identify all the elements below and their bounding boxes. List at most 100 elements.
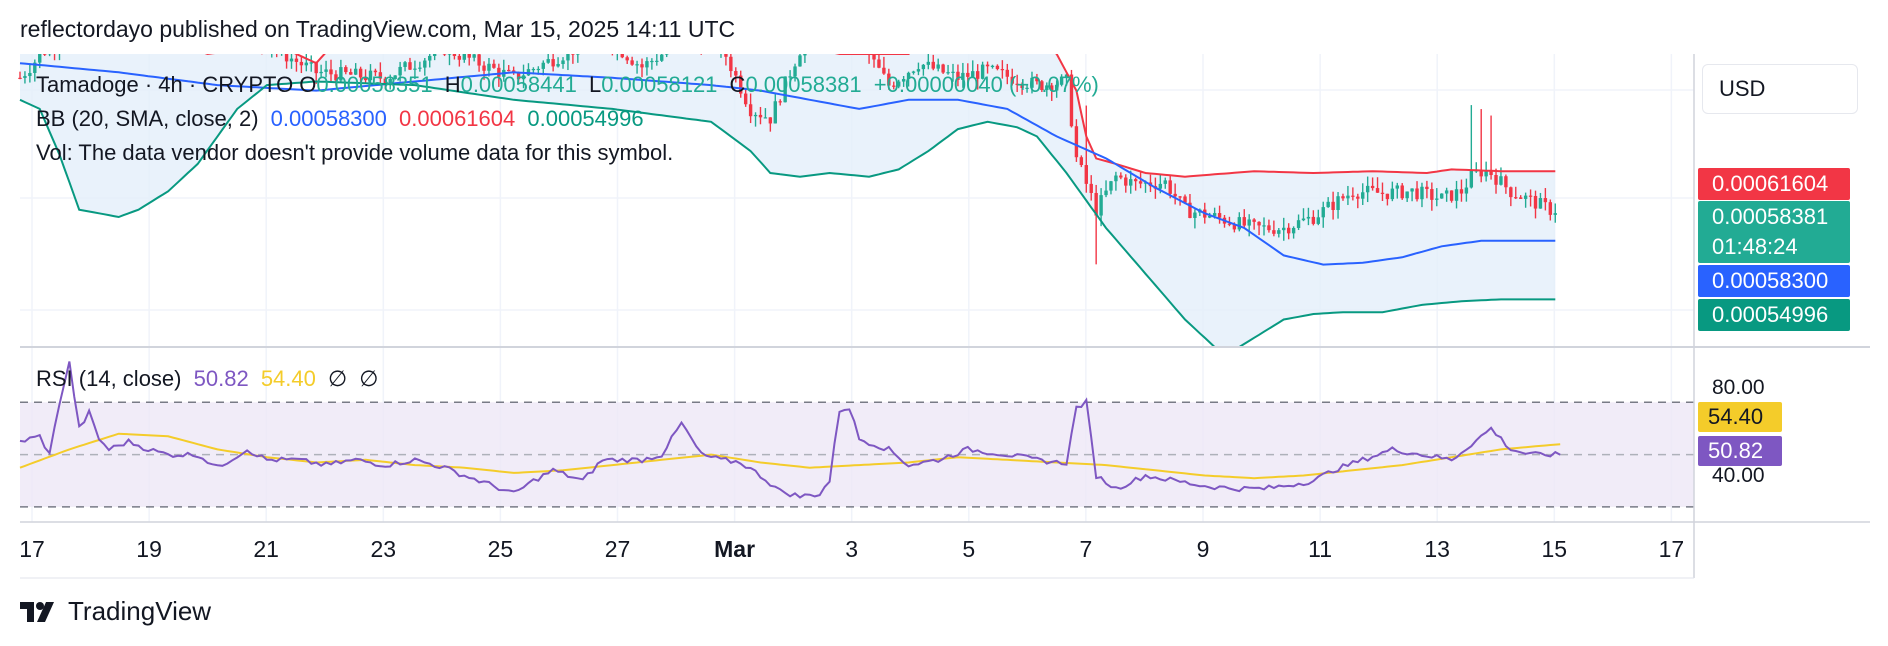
- candle-body: [1499, 176, 1503, 185]
- bb-label[interactable]: BB (20, SMA, close, 2): [36, 106, 259, 131]
- candle-body: [166, 25, 169, 35]
- candle-body: [378, 72, 383, 79]
- candle-body: [793, 66, 797, 77]
- candle-body: [393, 75, 397, 80]
- candle-body: [926, 61, 931, 65]
- x-tick-label: 13: [1424, 536, 1450, 562]
- bb-basis-line: [19, 62, 1556, 266]
- candle-body: [97, 23, 100, 25]
- candle-body: [457, 55, 462, 60]
- candle-body: [971, 71, 975, 77]
- candle-body: [462, 54, 466, 60]
- candle-body: [670, 43, 673, 50]
- price-pane: [18, 19, 1557, 347]
- candle-body: [186, 20, 189, 27]
- candle-body: [42, 54, 47, 55]
- candle-body: [1523, 195, 1528, 199]
- candle-body: [181, 27, 184, 28]
- publish-header: reflectordayo published on TradingView.c…: [20, 16, 736, 42]
- candle-body: [1119, 175, 1123, 178]
- candle-body: [1395, 185, 1399, 189]
- close-value: 0.00058381: [745, 72, 862, 97]
- x-tick-label: Mar: [714, 536, 756, 562]
- candle-body: [724, 54, 728, 57]
- candle-body: [1370, 185, 1375, 189]
- rsi-tick-40: 40.00: [1712, 464, 1765, 487]
- candle-body: [546, 59, 550, 63]
- candle-body: [783, 76, 787, 103]
- candle-body: [700, 43, 703, 50]
- x-tick-label: 17: [1658, 536, 1685, 562]
- candle-body: [966, 72, 970, 77]
- candle-body: [1420, 186, 1424, 200]
- candle-body: [541, 62, 545, 69]
- x-tick-label: 27: [604, 536, 631, 562]
- candle-body: [231, 31, 234, 35]
- candle-body: [142, 23, 145, 33]
- candle-body: [68, 35, 71, 44]
- candle-body: [581, 40, 584, 44]
- change-value: +0.00000040 (+0.07%): [873, 72, 1099, 97]
- candle-body: [1138, 181, 1143, 184]
- candle-body: [1020, 84, 1024, 89]
- candle-body: [196, 23, 199, 31]
- candle-body: [1449, 190, 1454, 201]
- candle-body: [719, 39, 722, 48]
- currency-selector[interactable]: USD: [1702, 64, 1858, 114]
- candle-body: [896, 81, 901, 87]
- candle-body: [487, 63, 491, 71]
- candle-body: [472, 54, 476, 58]
- candle-body: [1059, 76, 1064, 85]
- candle-body: [358, 68, 363, 78]
- candle-body: [753, 114, 758, 117]
- candle-body: [576, 54, 580, 55]
- candle-body: [477, 54, 481, 66]
- candle-body: [916, 69, 921, 72]
- candle-body: [53, 44, 56, 50]
- candle-body: [714, 37, 717, 48]
- candle-body: [339, 67, 343, 81]
- candle-body: [995, 65, 1000, 70]
- rsi-legend: RSI (14, close) 50.82 54.40 ∅ ∅: [36, 366, 384, 392]
- candle-body: [38, 54, 42, 63]
- candle-body: [216, 19, 219, 23]
- footer-brand[interactable]: TradingView: [20, 596, 211, 627]
- tradingview-logo-icon: [20, 601, 54, 622]
- rsi-value-tag: 50.82: [1698, 436, 1782, 466]
- candle-body: [833, 20, 836, 32]
- candle-body: [867, 54, 871, 55]
- candle-body: [1212, 213, 1217, 216]
- candle-body: [1479, 170, 1483, 177]
- bb-band-fill: [20, 54, 1556, 347]
- candle-body: [887, 73, 891, 86]
- x-tick-label: 3: [845, 536, 859, 562]
- candle-body: [862, 37, 865, 45]
- candle-body: [853, 20, 856, 37]
- candle-body: [630, 60, 634, 65]
- candle-body: [1257, 221, 1261, 226]
- candle-body: [1030, 77, 1034, 88]
- bb-legend: BB (20, SMA, close, 2) 0.00058300 0.0006…: [36, 106, 650, 132]
- candle-body: [611, 43, 614, 50]
- symbol-label[interactable]: Tamadoge · 4h · CRYPTO: [36, 72, 294, 97]
- candle-body: [23, 76, 27, 78]
- candle-body: [1321, 207, 1325, 218]
- candle-body: [344, 67, 348, 73]
- rsi-label[interactable]: RSI (14, close): [36, 366, 182, 391]
- candle-body: [1247, 219, 1251, 226]
- candle-body: [586, 44, 589, 45]
- candle-body: [28, 72, 32, 77]
- candle-body: [556, 64, 560, 67]
- rsi-pane: [19, 361, 1694, 508]
- candle-body: [690, 39, 693, 45]
- bb-upper-line: [204, 54, 1556, 178]
- candle-body: [906, 72, 911, 80]
- rsi-tick-80: 80.00: [1712, 376, 1765, 399]
- rsi-extra-1: ∅: [328, 366, 348, 391]
- candle-body: [299, 61, 304, 66]
- candle-body: [368, 70, 373, 81]
- candle-body: [403, 62, 407, 67]
- rsi-extra-2: ∅: [359, 366, 379, 391]
- candle-body: [245, 40, 248, 44]
